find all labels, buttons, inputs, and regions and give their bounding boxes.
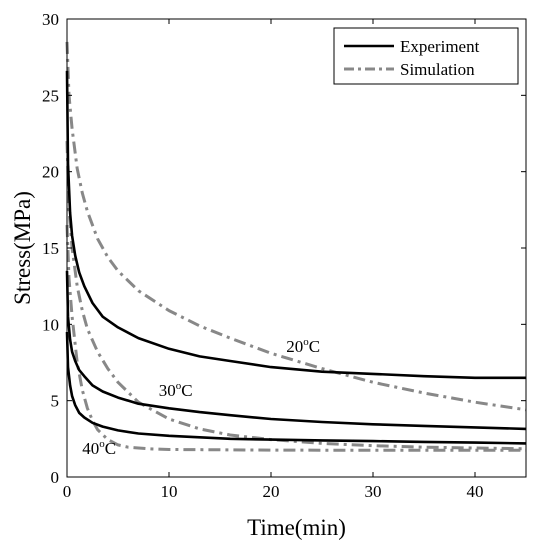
y-tick-label: 20: [42, 163, 59, 182]
legend-box: [333, 27, 519, 85]
series-line-5: [65, 141, 527, 451]
x-tick-label: 0: [63, 482, 72, 501]
annotation-layer: 20oC 30oC 40oC: [82, 336, 320, 458]
series-layer: [65, 41, 527, 452]
series-line-3: [65, 331, 527, 445]
y-tick-label: 10: [42, 315, 59, 334]
y-tick-label: 25: [42, 86, 59, 105]
temperature-label-3: 40oC: [82, 438, 116, 458]
series-line-4: [65, 41, 527, 412]
x-tick-label: 40: [467, 482, 484, 501]
x-tick-label: 20: [263, 482, 280, 501]
x-axis-title: Time(min): [247, 515, 346, 540]
series-line-1: [65, 70, 526, 380]
y-tick-label: 0: [51, 468, 60, 487]
temperature-label-1: 20oC: [286, 336, 320, 356]
x-tick-label: 10: [161, 482, 178, 501]
legend-label-2: Simulation: [400, 60, 475, 79]
y-tick-label: 15: [42, 239, 59, 258]
y-tick-label: 5: [51, 392, 60, 411]
y-tick-label: 30: [42, 10, 59, 29]
series-line-2: [65, 270, 527, 431]
x-tick-label: 30: [365, 482, 382, 501]
tick-layer: 0 10 20 30 40 0 5 10 15 20 25 30: [42, 10, 526, 501]
temperature-label-2: 30oC: [159, 380, 193, 400]
legend-label-1: Experiment: [400, 37, 480, 56]
series-line-6: [65, 225, 526, 452]
legend: Experiment Simulation: [333, 27, 519, 85]
y-axis-title: Stress(MPa): [10, 191, 35, 305]
